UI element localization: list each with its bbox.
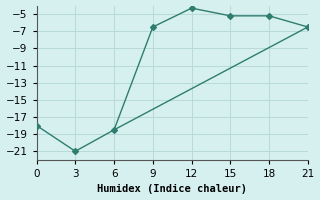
X-axis label: Humidex (Indice chaleur): Humidex (Indice chaleur) [97, 184, 247, 194]
